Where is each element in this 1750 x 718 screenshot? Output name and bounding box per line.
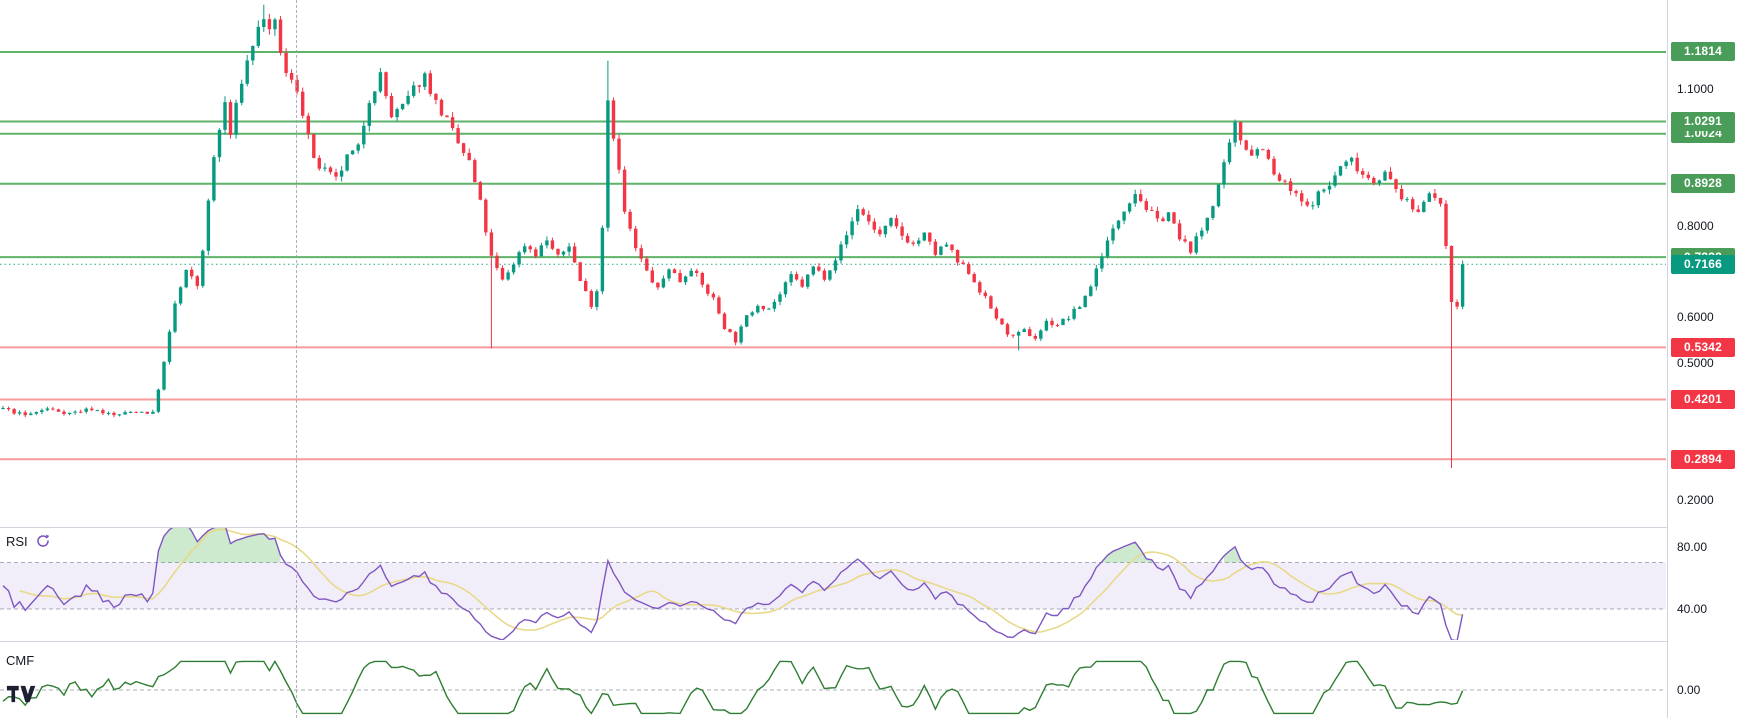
- rsi-band: [0, 562, 1666, 609]
- tradingview-logo[interactable]: [6, 683, 36, 710]
- price-tick: 0.6000: [1677, 310, 1714, 324]
- rsi-pane-group: [0, 524, 1666, 641]
- candles-group[interactable]: [1, 4, 1465, 468]
- cmf-line[interactable]: [2, 660, 1464, 715]
- price-level-badge: 0.5342: [1671, 338, 1735, 357]
- rsi-pane-header[interactable]: RSI: [6, 533, 51, 549]
- rsi-scale-tick: 40.00: [1677, 602, 1708, 616]
- price-level-badge: 0.4201: [1671, 390, 1735, 409]
- crosshair-vertical-line: [296, 0, 297, 718]
- rsi-overbought-fill: [1101, 542, 1152, 563]
- rsi-loading-icon: [36, 534, 50, 547]
- rsi-scale-tick: 80.00: [1677, 540, 1708, 554]
- cmf-pane-group: [0, 660, 1666, 715]
- price-tick: 0.8000: [1677, 219, 1714, 233]
- price-level-badge: 1.0291: [1671, 112, 1735, 131]
- price-scale[interactable]: 80.00 40.00 0.00 1.1000 0.8000 0.6000 0.500…: [1667, 0, 1750, 718]
- rsi-line[interactable]: [2, 524, 1464, 641]
- price-level-badge: 1.1814: [1671, 42, 1735, 61]
- pane-separator[interactable]: [0, 641, 1750, 642]
- cmf-pane-label: CMF: [6, 653, 35, 668]
- price-level-badge: 0.8928: [1671, 174, 1735, 193]
- level-lines-group[interactable]: [0, 51, 1666, 461]
- price-tick: 1.1000: [1677, 82, 1714, 96]
- price-tick: 0.2000: [1677, 493, 1714, 507]
- cmf-scale-tick: 0.00: [1677, 683, 1701, 697]
- cmf-pane-header[interactable]: CMF: [6, 653, 34, 668]
- last-price-badge: 0.7166: [1671, 255, 1735, 274]
- price-tick: 0.5000: [1677, 356, 1714, 370]
- rsi-pane-label: RSI: [6, 533, 28, 549]
- price-level-badge: 0.2894: [1671, 450, 1735, 469]
- pane-separator[interactable]: [0, 527, 1750, 528]
